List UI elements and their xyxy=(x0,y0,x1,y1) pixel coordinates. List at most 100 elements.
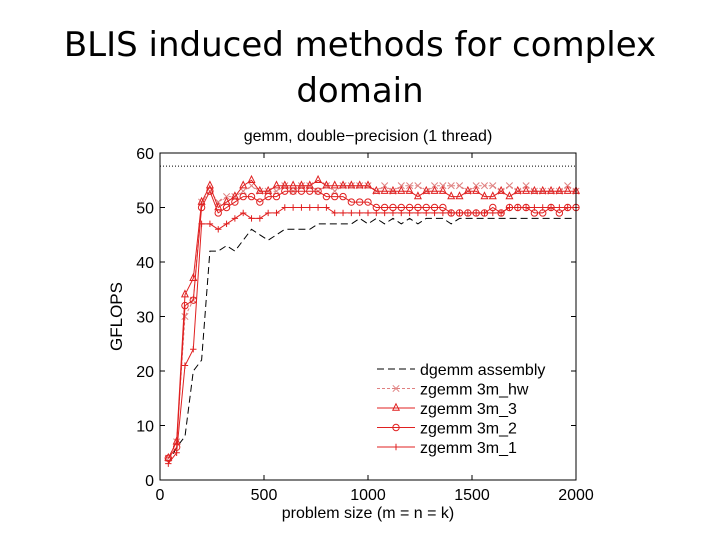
data-point xyxy=(264,209,272,217)
data-point xyxy=(497,185,506,194)
data-point xyxy=(455,191,464,200)
data-point xyxy=(564,182,572,190)
legend-label: zgemm 3m_3 xyxy=(420,401,517,418)
series-dgemm-assembly xyxy=(167,217,576,464)
data-point xyxy=(430,185,439,194)
data-point xyxy=(339,192,347,201)
data-point xyxy=(247,174,256,183)
data-point xyxy=(239,192,247,201)
data-point xyxy=(330,180,339,189)
data-point xyxy=(364,209,372,217)
data-point xyxy=(297,180,306,189)
y-tick-label: 60 xyxy=(136,146,154,163)
data-point xyxy=(181,362,189,369)
data-point xyxy=(273,209,280,217)
data-point xyxy=(215,226,222,233)
data-point xyxy=(355,180,364,189)
legend-label: zgemm 3m_1 xyxy=(420,440,517,457)
data-point xyxy=(405,185,414,194)
data-point xyxy=(239,180,248,189)
data-point xyxy=(280,180,289,189)
data-point xyxy=(223,220,230,228)
data-point xyxy=(364,198,372,206)
chart-title: gemm, double−precision (1 thread) xyxy=(244,128,493,145)
data-point xyxy=(463,185,472,194)
data-point xyxy=(522,185,531,194)
data-point xyxy=(439,209,447,217)
y-tick-label: 30 xyxy=(136,310,154,327)
y-tick-label: 10 xyxy=(136,419,154,436)
data-point xyxy=(398,209,405,217)
data-point xyxy=(181,312,189,321)
data-point xyxy=(472,209,480,217)
data-point xyxy=(323,204,330,211)
data-point xyxy=(381,182,389,190)
data-point xyxy=(272,180,281,189)
data-point xyxy=(214,198,222,206)
data-point xyxy=(505,182,513,190)
data-point xyxy=(556,204,563,211)
data-point xyxy=(406,182,414,190)
data-point xyxy=(423,209,430,217)
data-point xyxy=(380,185,389,194)
data-point xyxy=(513,185,522,194)
series-zgemm-3m_3 xyxy=(164,174,581,461)
data-point xyxy=(481,209,488,217)
data-point xyxy=(281,187,289,195)
data-point xyxy=(439,182,447,190)
data-point xyxy=(281,204,288,211)
data-point xyxy=(314,174,323,183)
x-tick-label: 1500 xyxy=(454,487,490,504)
x-tick-label: 0 xyxy=(156,487,165,504)
data-point xyxy=(355,198,364,206)
data-point xyxy=(563,185,572,194)
data-point xyxy=(180,289,189,298)
data-point xyxy=(322,192,331,201)
data-point xyxy=(331,192,339,201)
data-point xyxy=(522,204,530,211)
data-point xyxy=(489,182,497,190)
data-point xyxy=(447,191,456,200)
chart-marks: 0 500 1000 1500 2000 0 10 20 30 40 50 60 xyxy=(136,146,594,504)
data-point xyxy=(497,209,505,217)
data-point xyxy=(414,182,422,190)
data-point xyxy=(190,346,197,353)
data-point xyxy=(164,452,173,461)
legend-item: zgemm 3m_3 xyxy=(377,401,517,418)
data-point xyxy=(389,209,397,217)
data-point xyxy=(422,185,431,194)
data-point xyxy=(431,182,439,190)
data-point xyxy=(306,204,313,211)
data-point xyxy=(505,191,514,200)
data-point xyxy=(539,204,546,211)
legend-item: zgemm 3m_2 xyxy=(377,421,517,438)
data-point xyxy=(165,460,172,467)
legend-item: dgemm assembly xyxy=(377,362,545,379)
data-point xyxy=(397,185,406,194)
data-point xyxy=(538,185,547,194)
data-point xyxy=(397,182,405,190)
data-point xyxy=(530,185,539,194)
data-point xyxy=(347,198,356,206)
x-tick-label: 500 xyxy=(251,487,278,504)
data-point xyxy=(431,209,438,217)
data-point xyxy=(392,443,400,451)
data-point xyxy=(547,204,555,211)
data-point xyxy=(306,187,314,195)
plot-frame xyxy=(159,152,577,481)
data-point xyxy=(181,301,189,310)
series-line xyxy=(167,189,576,459)
x-axis-label: problem size (m = n = k) xyxy=(282,505,455,522)
data-point xyxy=(464,209,472,217)
data-point xyxy=(348,209,355,217)
data-point xyxy=(564,204,571,211)
series-line xyxy=(167,217,576,464)
data-point xyxy=(222,203,231,212)
data-point xyxy=(522,182,530,190)
data-point xyxy=(372,185,381,194)
data-point xyxy=(506,204,513,211)
data-point xyxy=(289,180,298,189)
data-point xyxy=(272,187,281,195)
